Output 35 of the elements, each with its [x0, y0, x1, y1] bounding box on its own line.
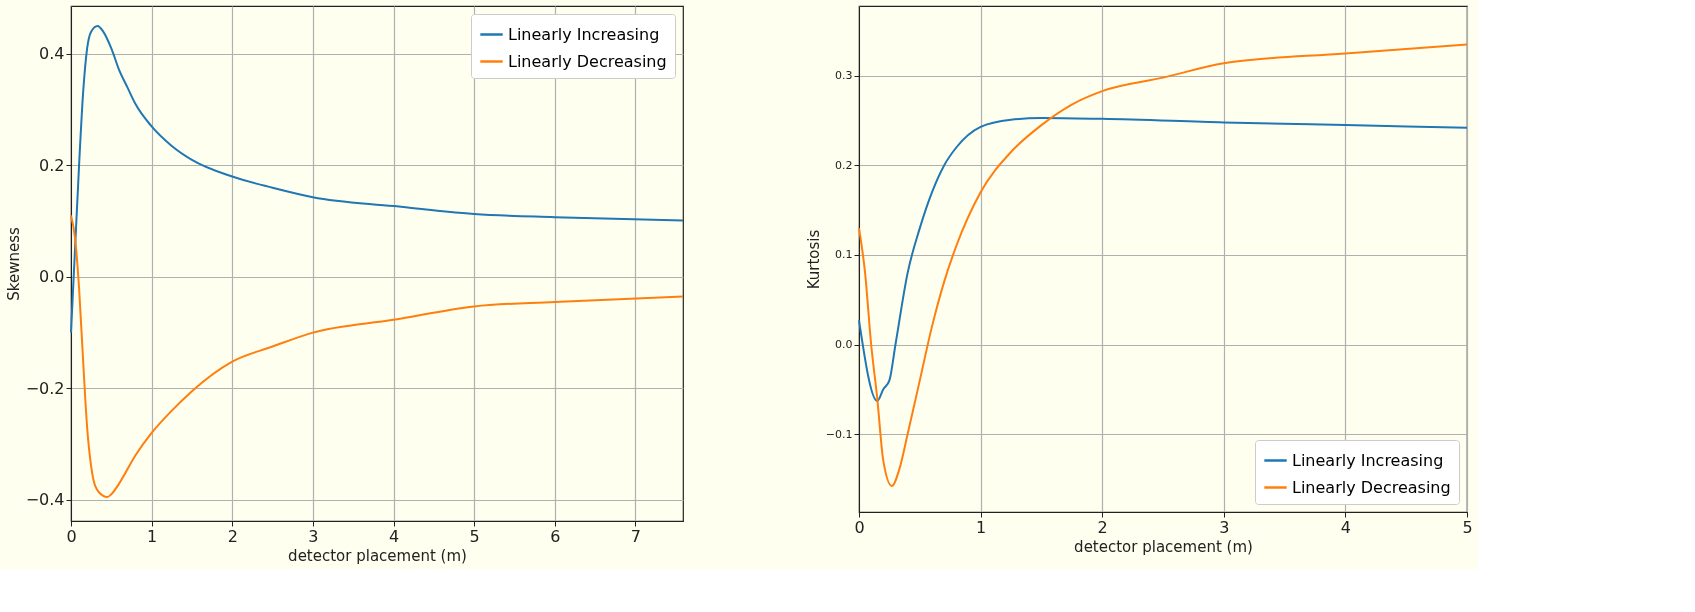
y-tick-label: 0.2 [835, 158, 853, 172]
y-tick-label: 0.2 [39, 155, 65, 175]
x-tick-label: 0 [66, 526, 77, 546]
y-tick-label: −0.1 [825, 427, 853, 441]
line-series [858, 116, 1468, 402]
y-axis-title: Skewness [4, 227, 23, 301]
x-tick-label: 1 [147, 526, 158, 546]
x-tick-label: 4 [1340, 517, 1351, 537]
legend-label: Linearly Increasing [1292, 450, 1444, 470]
x-tick-label: 6 [550, 526, 561, 546]
y-tick-label: −0.2 [25, 378, 65, 398]
y-tick-label: 0.4 [39, 44, 65, 64]
line-series [70, 25, 684, 334]
x-tick-label: 4 [388, 526, 400, 546]
line-series [70, 214, 684, 499]
x-tick-label: 5 [469, 526, 480, 546]
x-tick-label: 0 [854, 517, 865, 537]
x-tick-label: 2 [1097, 517, 1108, 537]
y-tick-label: 0.0 [835, 338, 853, 352]
x-tick-label: 2 [227, 526, 238, 546]
y-tick-label: 0.1 [835, 248, 853, 262]
y-tick-label: 0.0 [39, 267, 65, 287]
y-axis-title: Kurtosis [804, 229, 823, 290]
x-tick-label: 3 [308, 526, 319, 546]
x-tick-label: 3 [1219, 517, 1230, 537]
y-tick-label: −0.4 [25, 490, 65, 510]
legend-label: Linearly Decreasing [508, 51, 667, 71]
x-axis-title: detector placement (m) [1074, 537, 1253, 556]
x-axis-title: detector placement (m) [288, 546, 467, 565]
x-tick-label: 7 [630, 526, 642, 546]
x-tick-label: 1 [976, 517, 987, 537]
legend-label: Linearly Decreasing [1292, 477, 1451, 497]
y-tick-label: 0.3 [835, 69, 853, 83]
legend-label: Linearly Increasing [508, 24, 660, 44]
x-tick-label: 5 [1462, 517, 1473, 537]
